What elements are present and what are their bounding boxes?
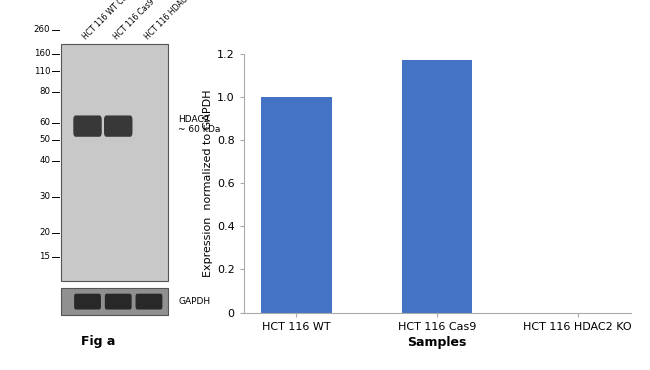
Text: HCT 116 WT Control: HCT 116 WT Control — [81, 0, 142, 42]
Y-axis label: Expression  normalized to GAPDH: Expression normalized to GAPDH — [203, 90, 213, 277]
Text: 110: 110 — [34, 67, 50, 75]
Text: 40: 40 — [39, 156, 50, 165]
Bar — [61, 288, 168, 315]
FancyBboxPatch shape — [104, 115, 133, 137]
Bar — [402, 60, 473, 313]
Text: 80: 80 — [39, 87, 50, 96]
Bar — [61, 44, 168, 281]
Text: 260: 260 — [34, 25, 50, 34]
Text: Fig a: Fig a — [81, 335, 116, 348]
Text: 160: 160 — [34, 49, 50, 58]
Text: 20: 20 — [39, 228, 50, 237]
FancyBboxPatch shape — [73, 115, 102, 137]
X-axis label: Samples: Samples — [408, 336, 467, 349]
Text: HCT 116 HDAC2 KO: HCT 116 HDAC2 KO — [142, 0, 202, 42]
Text: 60: 60 — [39, 118, 50, 127]
Text: HDAC2
~ 60 kDa: HDAC2 ~ 60 kDa — [178, 115, 220, 134]
Text: HCT 116 Cas9 Control: HCT 116 Cas9 Control — [112, 0, 177, 42]
FancyBboxPatch shape — [105, 294, 132, 310]
Text: 50: 50 — [39, 135, 50, 144]
FancyBboxPatch shape — [136, 294, 162, 310]
Bar — [261, 97, 332, 313]
Text: 15: 15 — [39, 252, 50, 261]
FancyBboxPatch shape — [74, 294, 101, 310]
Text: GAPDH: GAPDH — [178, 297, 210, 306]
Text: 30: 30 — [39, 192, 50, 201]
